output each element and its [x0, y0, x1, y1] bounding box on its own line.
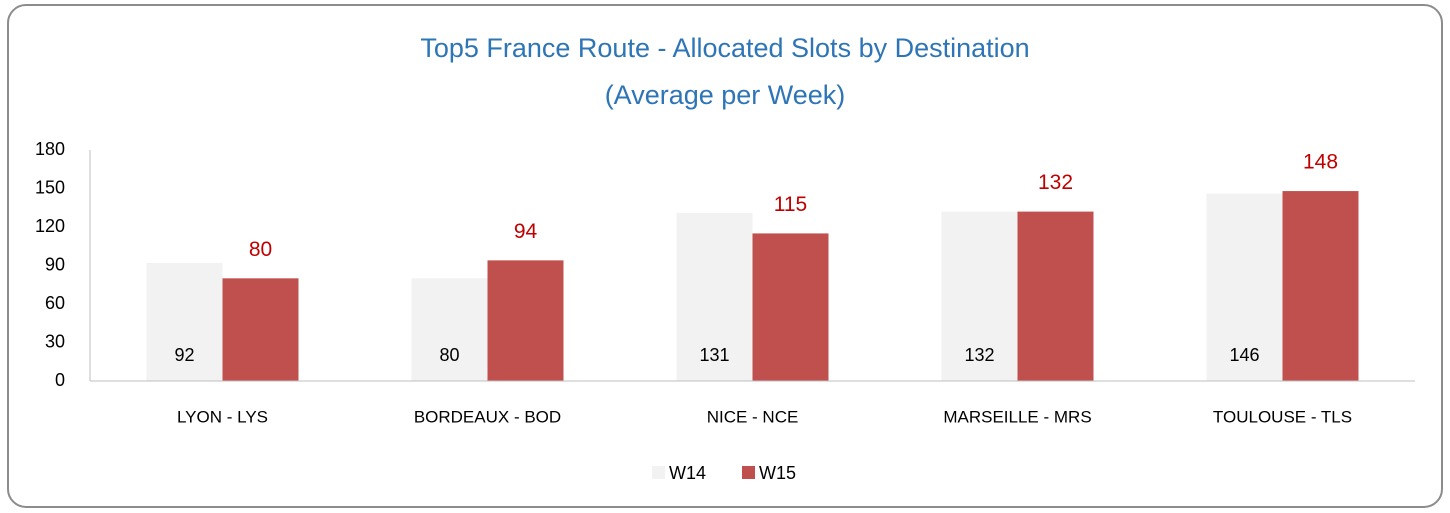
bar [1206, 193, 1283, 381]
data-label: 80 [249, 238, 272, 261]
bar [1282, 191, 1359, 381]
y-tick-label: 120 [35, 216, 65, 236]
bar [411, 278, 488, 381]
legend-label: W14 [669, 463, 706, 483]
data-label: 115 [774, 193, 807, 216]
data-label: 146 [1229, 345, 1259, 365]
data-label: 132 [964, 345, 994, 365]
data-label: 132 [1038, 171, 1073, 194]
data-label: 94 [514, 220, 538, 243]
chart-title: Top5 France Route - Allocated Slots by D… [420, 33, 1029, 63]
bar [487, 260, 564, 381]
data-label: 80 [439, 345, 459, 365]
x-tick-label: TOULOUSE - TLS [1213, 407, 1352, 426]
chart-subtitle: (Average per Week) [605, 80, 846, 110]
legend-swatch [652, 466, 665, 479]
bar [222, 278, 299, 381]
x-tick-label: BORDEAUX - BOD [414, 407, 561, 426]
data-label: 148 [1303, 151, 1338, 174]
y-tick-label: 30 [45, 331, 65, 351]
x-tick-label: NICE - NCE [707, 407, 799, 426]
data-label: 131 [699, 345, 729, 365]
bar [941, 211, 1018, 381]
bar [752, 233, 829, 381]
y-tick-label: 150 [35, 177, 65, 197]
x-tick-label: LYON - LYS [177, 407, 268, 426]
x-tick-label: MARSEILLE - MRS [943, 407, 1091, 426]
data-label: 92 [174, 345, 194, 365]
y-tick-label: 60 [45, 293, 65, 313]
legend-swatch [742, 466, 755, 479]
legend-label: W15 [759, 463, 796, 483]
bar [1017, 211, 1094, 381]
y-tick-label: 0 [55, 370, 65, 390]
bar [676, 212, 753, 381]
y-tick-label: 180 [35, 139, 65, 159]
bar [146, 262, 223, 381]
y-tick-label: 90 [45, 254, 65, 274]
